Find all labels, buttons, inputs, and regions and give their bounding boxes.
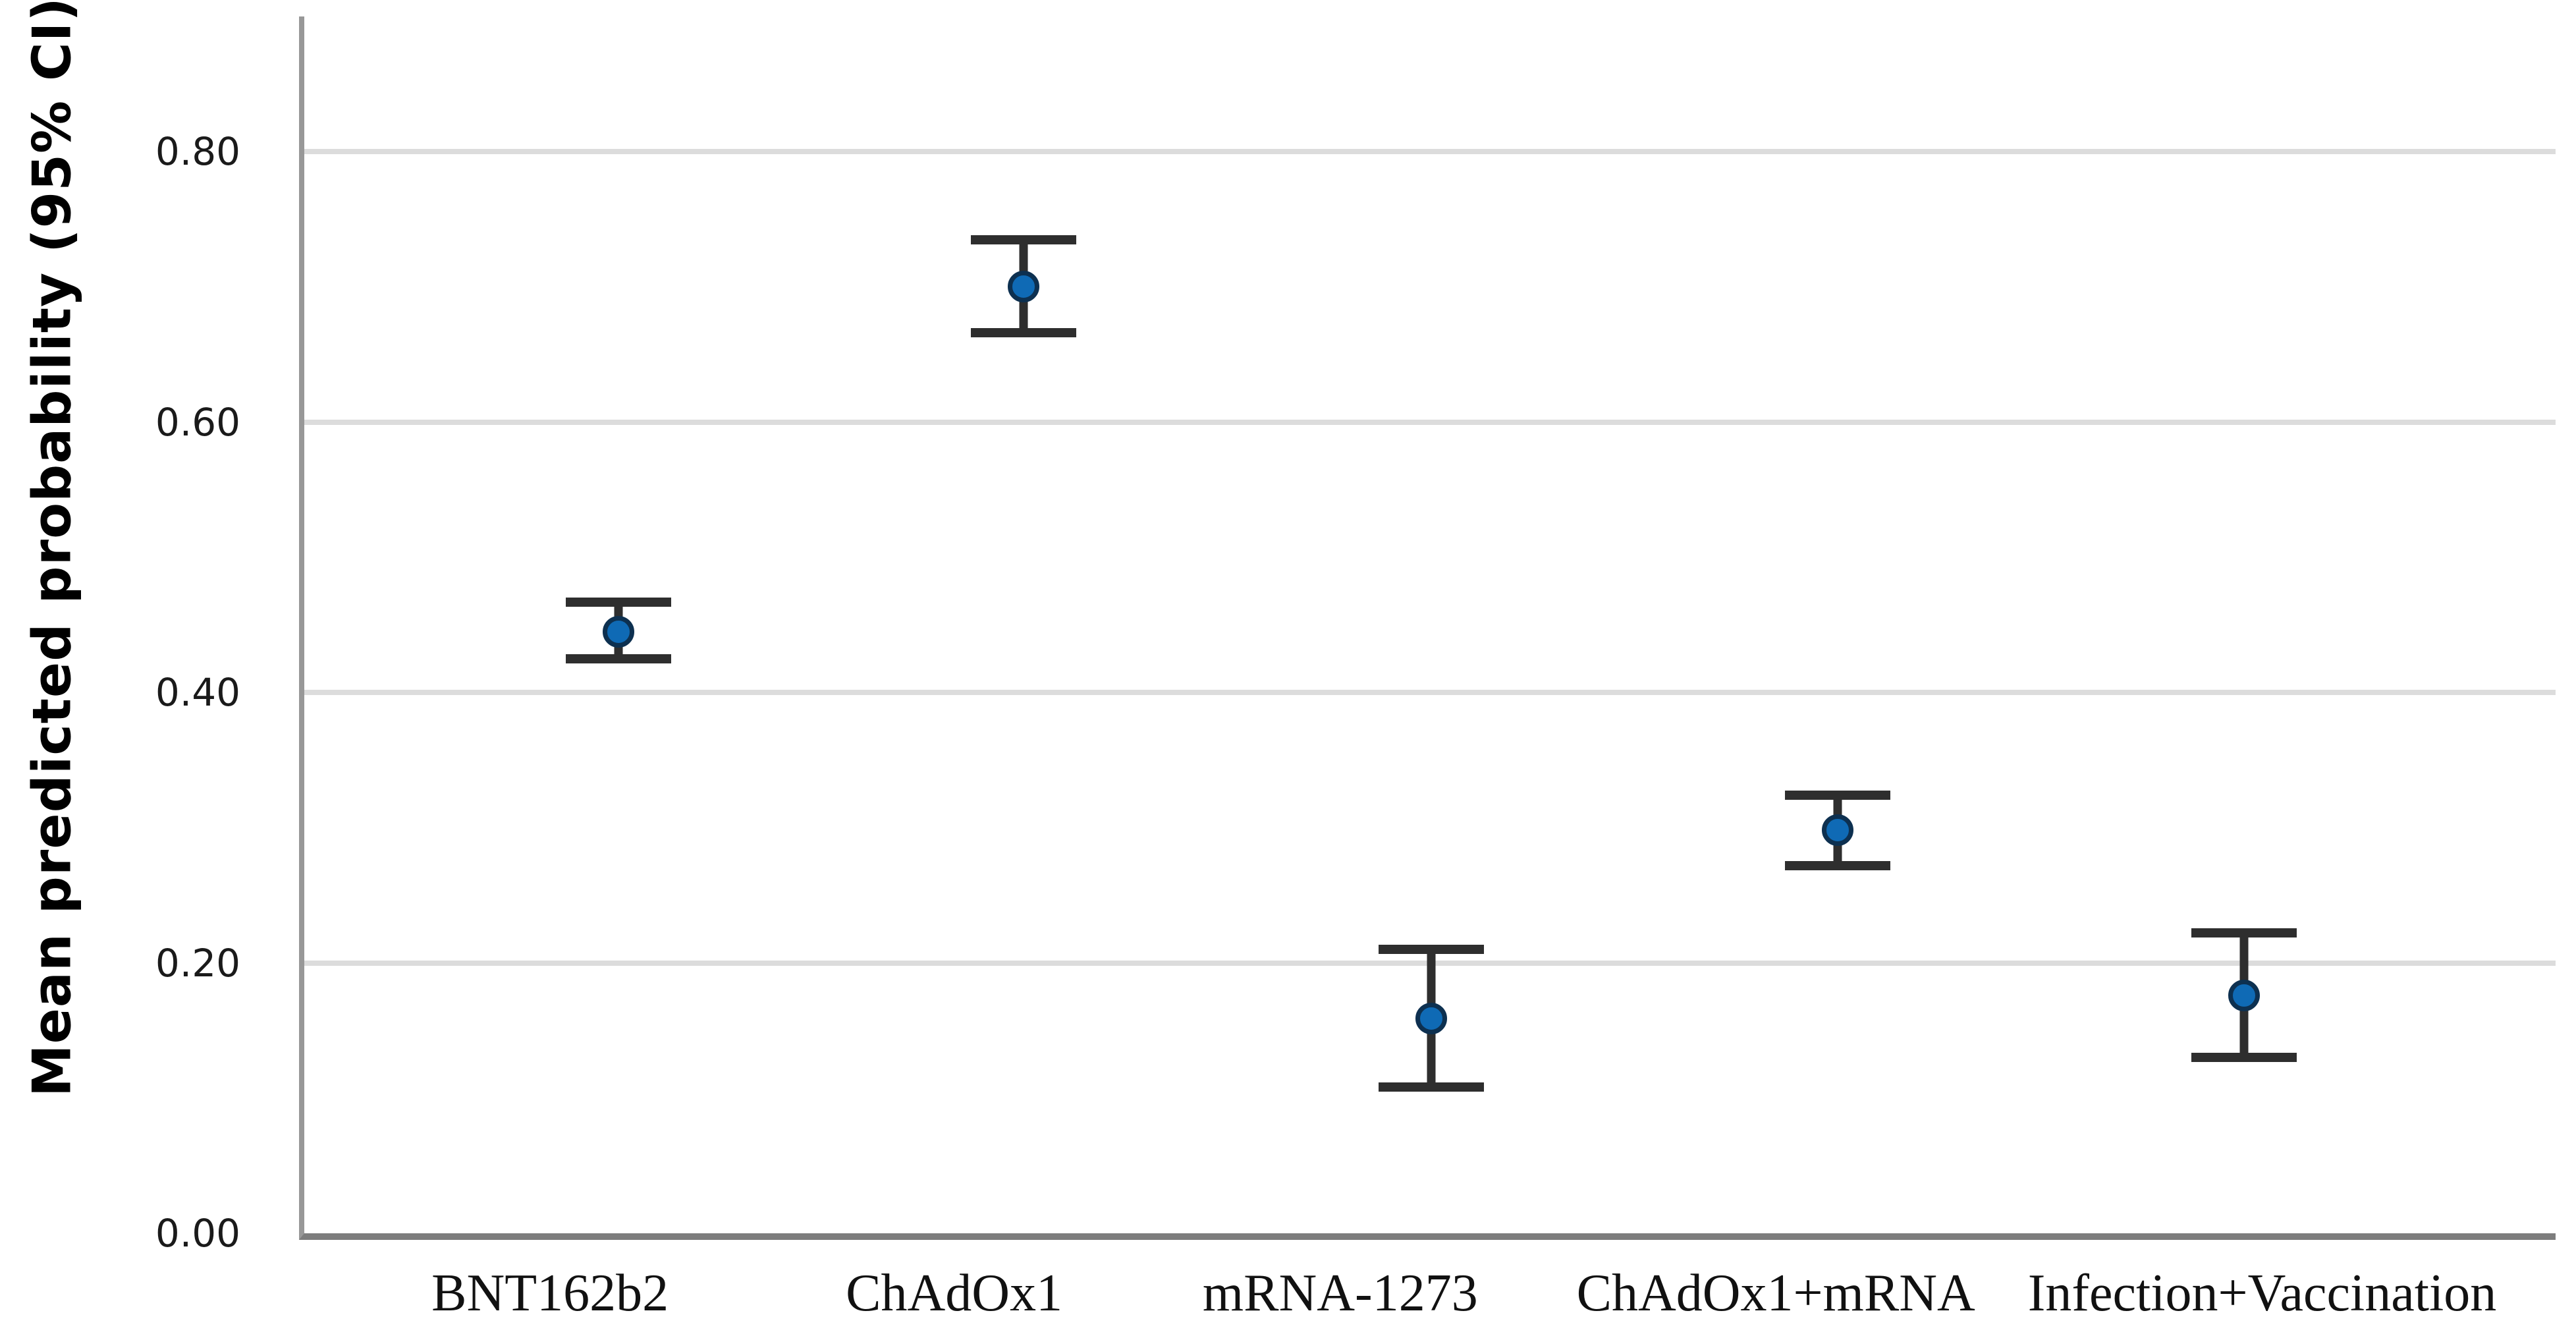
gridline-0.60: [304, 419, 2556, 425]
gridline-0.80: [304, 149, 2556, 155]
y-tick-label-0.80: 0.80: [155, 129, 240, 175]
point-marker-BNT162b2: [602, 615, 634, 648]
ci-cap-bottom: [1378, 1082, 1484, 1092]
ci-cap-bottom: [1784, 860, 1890, 870]
point-marker-mRNA-1273: [1415, 1002, 1447, 1034]
ci-cap-top: [1784, 791, 1890, 800]
ci-cap-top: [565, 597, 671, 607]
y-tick-label-0.20: 0.20: [155, 940, 240, 986]
point-marker-Infection+Vaccination: [2228, 979, 2260, 1011]
ci-cap-top: [971, 235, 1077, 244]
x-axis-label-BNT162b2: BNT162b2: [431, 1264, 669, 1322]
ci-cap-top: [1378, 945, 1484, 955]
ci-cap-bottom: [565, 654, 671, 663]
plot-area: [299, 16, 2556, 1240]
ci-cap-bottom: [971, 328, 1077, 338]
x-axis-label-ChAdOx1: ChAdOx1: [846, 1264, 1063, 1322]
y-tick-label-0.60: 0.60: [155, 399, 240, 445]
y-tick-label-0.40: 0.40: [155, 670, 240, 715]
point-marker-ChAdOx1+mRNA: [1821, 814, 1853, 847]
ci-cap-bottom: [2191, 1053, 2297, 1063]
point-marker-ChAdOx1: [1008, 271, 1040, 303]
x-axis-label-ChAdOx1+mRNA: ChAdOx1+mRNA: [1576, 1264, 1975, 1322]
ci-cap-top: [2191, 928, 2297, 938]
x-axis-label-Infection+Vaccination: Infection+Vaccination: [2027, 1264, 2497, 1322]
y-tick-label-0.00: 0.00: [155, 1211, 240, 1256]
gridline-0.40: [304, 690, 2556, 696]
x-axis-label-mRNA-1273: mRNA-1273: [1202, 1264, 1478, 1322]
